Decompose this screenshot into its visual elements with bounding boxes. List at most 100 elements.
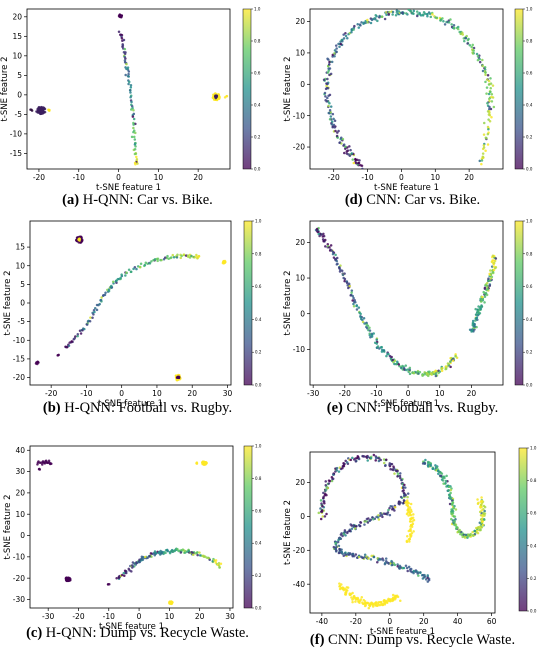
plot-frame: [309, 451, 496, 614]
scatter-point: [367, 557, 370, 560]
scatter-point: [34, 362, 38, 365]
x-tick-label: 10: [435, 389, 445, 398]
scatter-point: [129, 86, 133, 89]
scatter-point: [343, 279, 346, 283]
scatter-point: [443, 23, 447, 26]
scatter-point: [395, 9, 399, 12]
scatter-point: [330, 476, 334, 479]
y-tick-label: 40: [15, 446, 25, 455]
colorbar-tick-label: 0.8: [526, 39, 533, 44]
scatter-point: [491, 254, 495, 258]
scatter-point: [320, 502, 323, 505]
y-tick-label: 30: [15, 467, 25, 476]
scatter-point: [485, 78, 489, 81]
scatter-point: [365, 321, 368, 325]
scatter-point: [431, 467, 435, 471]
scatter-point: [348, 145, 351, 148]
scatter-point: [348, 592, 351, 595]
caption-label: (b): [42, 400, 61, 416]
scatter-point: [363, 523, 366, 526]
scatter-point: [133, 562, 136, 565]
scatter-point: [492, 268, 496, 272]
scatter-point: [366, 18, 369, 22]
scatter-point: [214, 559, 218, 562]
scatter-point: [348, 529, 351, 533]
scatter-point: [136, 265, 140, 268]
scatter-point: [337, 470, 341, 473]
scatter-point: [475, 316, 478, 320]
scatter-point: [396, 472, 400, 475]
scatter-point: [127, 75, 130, 78]
scatter-point: [455, 526, 458, 529]
scatter-point: [353, 24, 356, 28]
scatter-point: [464, 36, 468, 40]
scatter-point: [335, 469, 339, 472]
y-axis-label: t-SNE feature 2: [283, 270, 293, 335]
x-tick-label: 30: [225, 612, 235, 621]
y-tick-label: -10: [10, 129, 22, 138]
scatter-point: [110, 284, 113, 288]
scatter-point: [338, 582, 341, 585]
scatter-point: [93, 310, 96, 314]
scatter-point: [154, 552, 158, 555]
scatter-point: [325, 82, 328, 85]
scatter-point: [474, 307, 477, 311]
y-tick-label: -20: [293, 143, 305, 152]
scatter-point: [481, 523, 485, 527]
scatter-point: [372, 453, 376, 457]
scatter-point: [195, 461, 199, 464]
scatter-point: [130, 105, 134, 108]
scatter-point: [479, 300, 483, 303]
scatter-point: [350, 524, 354, 527]
scatter-point: [487, 277, 490, 280]
scatter-point: [319, 507, 322, 510]
colorbar-tick-label: 1.0: [255, 219, 262, 224]
scatter-point: [364, 21, 367, 25]
colorbar-tick-label: 0.6: [530, 511, 537, 516]
scatter-point: [129, 91, 132, 94]
scatter-point: [367, 606, 371, 610]
scatter-point: [393, 563, 397, 567]
scatter-point: [327, 482, 331, 485]
colorbar-tick-label: 0.2: [254, 135, 261, 140]
scatter-point: [74, 335, 77, 338]
scatter-point: [454, 508, 458, 511]
x-tick-label: 0: [399, 173, 404, 182]
y-tick-label: 10: [295, 49, 305, 58]
scatter-point: [476, 502, 480, 506]
scatter-point: [78, 239, 81, 242]
scatter-point: [471, 530, 474, 534]
scatter-point: [332, 473, 335, 476]
scatter-point: [198, 554, 202, 557]
scatter-point: [324, 245, 327, 248]
scatter-point: [127, 567, 130, 571]
scatter-point: [326, 96, 329, 100]
scatter-point: [42, 107, 45, 111]
scatter-point: [402, 566, 406, 570]
plot-frame: [29, 445, 234, 609]
scatter-point: [484, 292, 488, 295]
scatter-point: [425, 372, 429, 375]
scatter-point: [401, 486, 405, 490]
scatter-point: [423, 371, 426, 374]
figure-caption-c: (c) H-QNN: Dump vs. Recycle Waste.: [0, 625, 275, 642]
scatter-point: [482, 144, 486, 147]
caption-label: (f): [309, 632, 325, 648]
scatter-point: [338, 551, 341, 554]
tsne-panel-c: -30 -20 -10 0 10 20 30 -30 -20 -10 0 10 20 30 40 t-SNE …: [0, 440, 275, 661]
y-tick-label: -20: [293, 546, 305, 555]
y-tick-label: -15: [10, 149, 22, 158]
scatter-point: [166, 549, 170, 553]
scatter-point: [483, 287, 487, 290]
scatter-point: [337, 42, 340, 46]
y-tick-label: -30: [13, 595, 25, 604]
scatter-point: [447, 489, 450, 492]
scatter-point: [119, 276, 122, 280]
scatter-point: [396, 360, 399, 364]
scatter-point: [333, 55, 336, 58]
x-tick-label: -20: [339, 389, 351, 398]
scatter-point: [319, 499, 323, 502]
scatter-point: [322, 234, 326, 238]
scatter-point: [327, 111, 330, 115]
scatter-point: [371, 516, 374, 519]
